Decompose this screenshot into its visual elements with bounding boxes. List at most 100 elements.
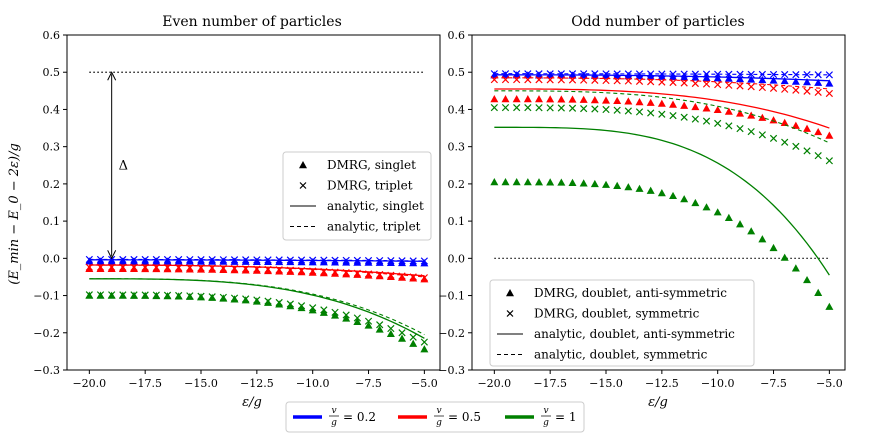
legend-label: analytic, doublet, symmetric (534, 348, 708, 362)
dmrg-triangle-point (398, 273, 407, 281)
x-tick-label: −10.0 (296, 377, 330, 390)
series-3 (490, 90, 834, 310)
dmrg-cross-point (792, 86, 800, 94)
dmrg-triangle-point (590, 71, 599, 79)
color-legend-value-1: = 0.2 (343, 410, 376, 424)
dmrg-cross-point (769, 84, 778, 93)
dmrg-triangle-point (319, 258, 328, 266)
y-tick-label: 0.1 (448, 215, 466, 228)
dmrg-triangle-point (825, 302, 834, 310)
dmrg-cross-point (364, 317, 373, 325)
dmrg-triangle-point (152, 291, 161, 300)
y-tick-label: 0.2 (448, 178, 466, 191)
dmrg-triangle-point (85, 291, 94, 299)
legend-entry: DMRG, doublet, anti-symmetric (506, 286, 727, 300)
dmrg-triangle-point (185, 292, 194, 300)
dmrg-triangle-point (680, 101, 689, 109)
dmrg-triangle-point (512, 71, 521, 79)
color-legend-den-3: g (543, 418, 549, 428)
dmrg-triangle-point (791, 264, 800, 272)
dmrg-triangle-point (342, 270, 351, 278)
color-legend-den-2: g (436, 418, 442, 428)
dmrg-triangle-point (420, 259, 429, 267)
dmrg-triangle-point (579, 71, 588, 79)
legend-frame (489, 279, 755, 367)
analytic-dashed-line (494, 90, 830, 144)
analytic-solid-line (89, 278, 425, 339)
dmrg-triangle-point (252, 266, 261, 274)
dmrg-cross-point (635, 108, 644, 116)
dmrg-triangle-point (141, 264, 150, 273)
dmrg-triangle-point (646, 72, 655, 80)
dmrg-cross-point (557, 104, 565, 112)
dmrg-cross-point (758, 70, 766, 79)
dmrg-cross-point (814, 152, 822, 160)
dmrg-triangle-point (275, 267, 284, 275)
dmrg-triangle-point (535, 71, 544, 79)
dmrg-triangle-point (286, 267, 295, 275)
dmrg-triangle-point (219, 257, 228, 265)
dmrg-cross-point (591, 76, 599, 84)
dmrg-cross-point (658, 78, 666, 86)
dmrg-cross-point (758, 83, 766, 92)
series-1 (490, 70, 834, 87)
dmrg-triangle-point (275, 257, 284, 266)
color-legend-entry-2: v g = 0.5 (398, 406, 481, 428)
dmrg-triangle-point (713, 74, 722, 82)
gap-label: Δ (119, 158, 128, 173)
dmrg-cross-point (613, 106, 621, 114)
dmrg-triangle-point (297, 268, 306, 276)
dmrg-triangle-point (747, 111, 756, 119)
y-tick-label: 0.0 (448, 252, 466, 265)
dmrg-triangle-point (353, 258, 362, 266)
dmrg-triangle-point (375, 258, 384, 266)
dmrg-triangle-point (657, 99, 666, 107)
y-tick-label: 0.0 (43, 252, 61, 265)
color-legend-num-2: v (436, 406, 441, 416)
dmrg-cross-point (803, 71, 811, 79)
dmrg-triangle-point (130, 257, 139, 265)
dmrg-cross-point (814, 88, 822, 96)
dmrg-triangle-point (107, 257, 116, 265)
color-legend: v g = 0.2 v g = 0.5 v g = 1 (285, 401, 585, 433)
dmrg-triangle-point (803, 275, 812, 284)
dmrg-cross-point (769, 134, 778, 143)
x-tick-label: −10.0 (701, 377, 735, 390)
dmrg-cross-point (702, 117, 711, 125)
series-1 (85, 255, 429, 267)
x-tick-label: −15.0 (184, 377, 218, 390)
dmrg-triangle-point (420, 275, 429, 283)
dmrg-triangle-point (107, 291, 116, 299)
dmrg-triangle-point (602, 96, 611, 104)
dmrg-triangle-point (364, 258, 373, 266)
dmrg-triangle-point (613, 71, 622, 80)
dmrg-cross-point (398, 329, 406, 337)
dmrg-triangle-point (264, 257, 273, 266)
dmrg-cross-point (825, 89, 833, 98)
dmrg-triangle-point (208, 257, 217, 265)
dmrg-triangle-point (691, 198, 700, 207)
dmrg-cross-point (792, 142, 800, 151)
dmrg-triangle-point (724, 107, 733, 115)
dmrg-cross-point (725, 81, 733, 89)
dmrg-cross-point (568, 104, 577, 112)
legend-triangle-marker (506, 289, 514, 297)
dmrg-cross-point (781, 138, 789, 146)
right-panel: −20.0 −17.5 −15.0 −12.5 −10.0 −7.5 −5.0 −0.3 −0.… (438, 29, 846, 390)
legend-entry: analytic, doublet, anti-symmetric (497, 327, 735, 341)
dmrg-triangle-point (669, 72, 678, 81)
dmrg-triangle-point (118, 291, 127, 299)
dmrg-triangle-point (163, 292, 172, 300)
dmrg-triangle-point (490, 178, 499, 186)
dmrg-triangle-point (501, 71, 510, 79)
color-legend-entry-3: v g = 1 (505, 406, 577, 428)
dmrg-triangle-point (523, 71, 532, 79)
dmrg-triangle-point (713, 105, 722, 114)
y-tick-label: −0.3 (33, 364, 60, 377)
dmrg-triangle-point (275, 300, 284, 308)
legend-entry: DMRG, triplet (299, 179, 413, 193)
dmrg-triangle-point (141, 257, 150, 265)
dmrg-cross-point (781, 85, 789, 93)
x-tick-label: −20.0 (477, 377, 511, 390)
x-tick-label: −7.5 (760, 377, 787, 390)
